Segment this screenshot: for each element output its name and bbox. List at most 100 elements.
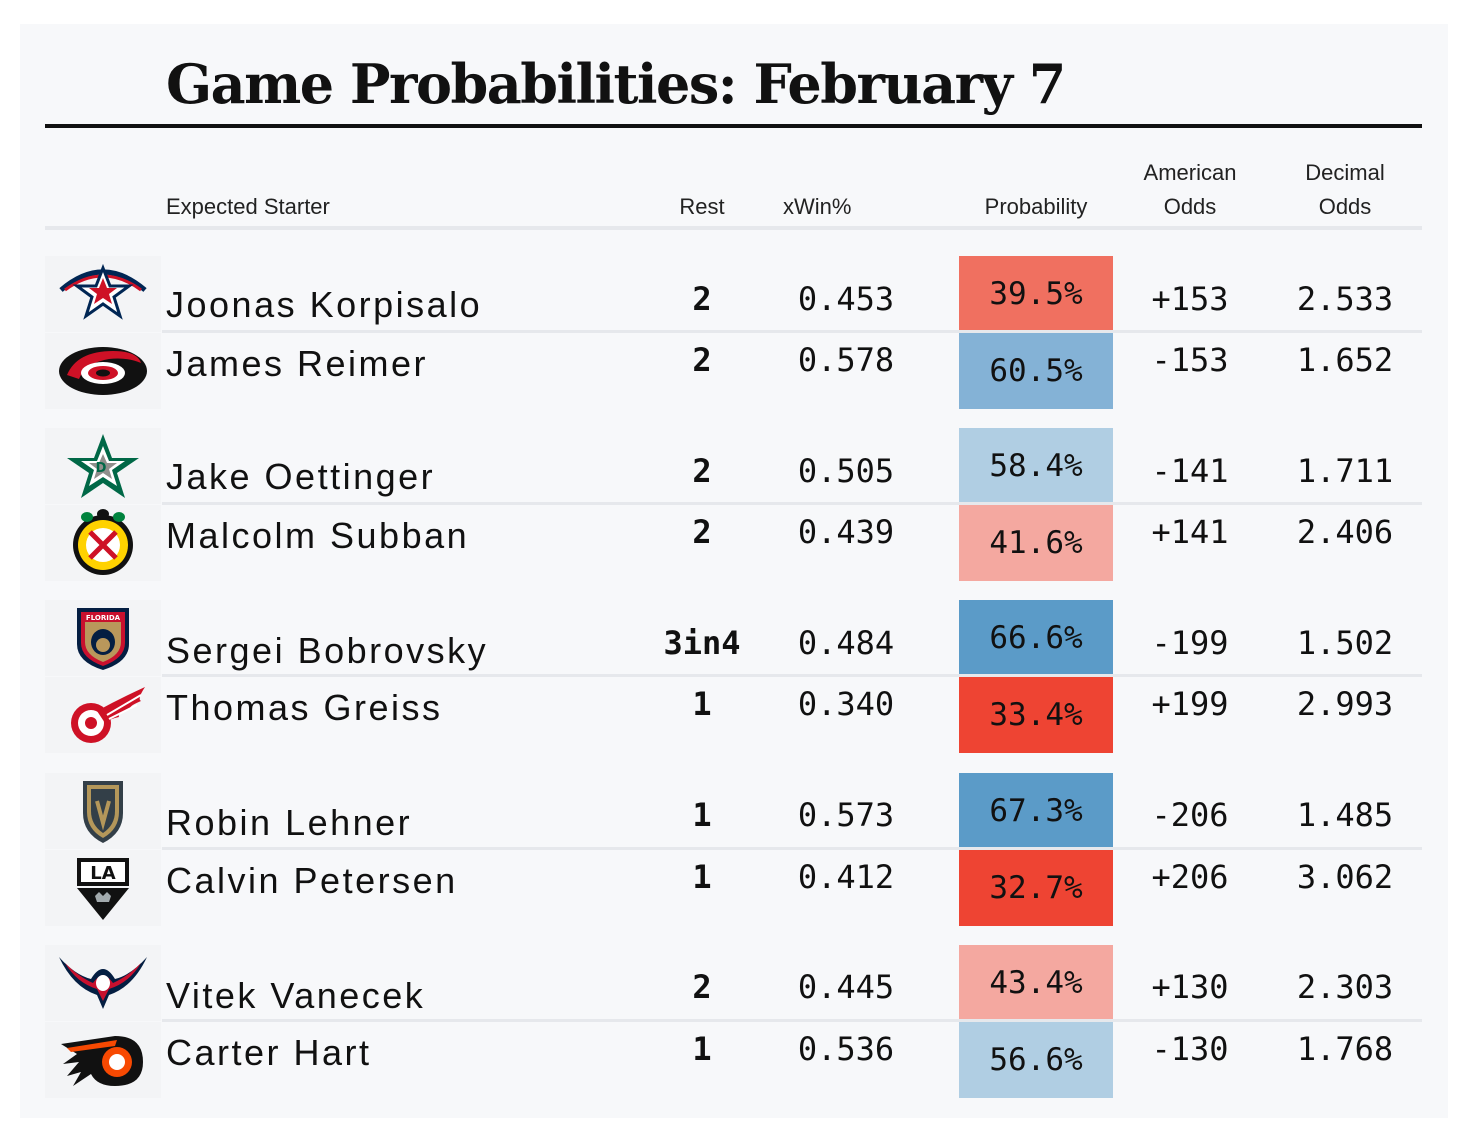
- rest-value: 2: [692, 968, 712, 1006]
- header-expected-starter: Expected Starter: [166, 194, 330, 219]
- starter-name: Calvin Petersen: [166, 860, 458, 901]
- team-logo-cell: [45, 773, 161, 849]
- probability-value: 33.4%: [989, 697, 1083, 733]
- flyers-logo-icon: [61, 1036, 143, 1086]
- american-odds-value: -199: [1151, 624, 1229, 662]
- decimal-odds-value: 3.062: [1296, 858, 1394, 896]
- starter-name: James Reimer: [166, 343, 429, 384]
- probability-cell: 56.6%: [959, 1022, 1113, 1098]
- team-logo-cell: FLORIDA: [45, 600, 161, 676]
- decimal-odds-value: 1.768: [1296, 1030, 1394, 1068]
- probability-cell: 33.4%: [959, 677, 1113, 753]
- table-card: [20, 24, 1448, 1118]
- probability-cell: 43.4%: [959, 945, 1113, 1021]
- starter-name: Carter Hart: [166, 1032, 372, 1073]
- row-divider: [162, 847, 1422, 850]
- capitals-logo-icon: [59, 957, 147, 1009]
- stars-logo-icon: D: [67, 434, 139, 498]
- probability-value: 39.5%: [989, 276, 1083, 312]
- american-odds-value: -153: [1151, 341, 1229, 379]
- probability-value: 56.6%: [989, 1042, 1083, 1078]
- xwin-value: 0.505: [797, 452, 895, 490]
- probability-cell: 60.5%: [959, 333, 1113, 409]
- american-odds-value: -141: [1151, 452, 1229, 490]
- xwin-value: 0.536: [797, 1030, 895, 1068]
- probability-value: 58.4%: [989, 448, 1083, 484]
- rest-value: 2: [692, 341, 712, 379]
- decimal-odds-value: 2.406: [1296, 513, 1394, 551]
- blackhawks-logo-icon: [73, 509, 133, 575]
- team-logo-cell: LA: [45, 850, 161, 926]
- header-xwin: xWin%: [783, 194, 852, 219]
- page-title: Game Probabilities: February 7: [166, 52, 1066, 116]
- xwin-value: 0.484: [797, 624, 895, 662]
- panthers-logo-icon: FLORIDA: [77, 608, 129, 670]
- xwin-value: 0.412: [797, 858, 895, 896]
- decimal-odds-value: 2.303: [1296, 968, 1394, 1006]
- team-logo-cell: D: [45, 428, 161, 504]
- title-divider: [45, 124, 1422, 128]
- header-american-odds-line1: American: [1143, 160, 1237, 185]
- american-odds-value: +199: [1151, 685, 1229, 723]
- probability-value: 43.4%: [989, 965, 1083, 1001]
- row-divider: [162, 330, 1422, 333]
- probability-value: 67.3%: [989, 793, 1083, 829]
- rest-value: 3in4: [663, 624, 741, 662]
- xwin-value: 0.453: [797, 280, 895, 318]
- rest-value: 2: [692, 280, 712, 318]
- rest-value: 1: [692, 685, 712, 723]
- row-divider: [162, 674, 1422, 677]
- probability-value: 60.5%: [989, 353, 1083, 389]
- header-american-odds-line2: Odds: [1163, 194, 1217, 219]
- rest-value: 1: [692, 1030, 712, 1068]
- american-odds-value: +130: [1151, 968, 1229, 1006]
- team-logo-cell: [45, 677, 161, 753]
- decimal-odds-value: 1.485: [1296, 796, 1394, 834]
- hurricanes-logo-icon: [59, 347, 147, 395]
- header-divider: [45, 226, 1422, 230]
- american-odds-value: -206: [1151, 796, 1229, 834]
- xwin-value: 0.578: [797, 341, 895, 379]
- starter-name: Vitek Vanecek: [166, 975, 426, 1016]
- kings-logo-icon: LA: [77, 858, 129, 920]
- rest-value: 1: [692, 858, 712, 896]
- svg-text:D: D: [96, 461, 107, 476]
- panthers-logo-text: FLORIDA: [86, 614, 121, 622]
- row-divider: [162, 502, 1422, 505]
- blue-jackets-logo-icon: [59, 263, 147, 320]
- probability-value: 32.7%: [989, 870, 1083, 906]
- decimal-odds-value: 2.993: [1296, 685, 1394, 723]
- red-wings-logo-icon: [71, 687, 145, 743]
- decimal-odds-value: 1.502: [1296, 624, 1394, 662]
- probability-cell: 66.6%: [959, 600, 1113, 676]
- starter-name: Jake Oettinger: [166, 456, 436, 497]
- team-logo-cell: [45, 1022, 161, 1098]
- header-decimal-odds-line1: Decimal: [1305, 160, 1385, 185]
- header-decimal-odds-line2: Odds: [1318, 194, 1372, 219]
- probability-cell: 39.5%: [959, 256, 1113, 332]
- starter-name: Sergei Bobrovsky: [166, 630, 489, 671]
- decimal-odds-value: 1.652: [1296, 341, 1394, 379]
- american-odds-value: +153: [1151, 280, 1229, 318]
- rest-value: 2: [692, 452, 712, 490]
- header-probability: Probability: [984, 194, 1088, 219]
- decimal-odds-value: 2.533: [1296, 280, 1394, 318]
- probability-value: 66.6%: [989, 620, 1083, 656]
- american-odds-value: +206: [1151, 858, 1229, 896]
- xwin-value: 0.340: [797, 685, 895, 723]
- probability-cell: 41.6%: [959, 505, 1113, 581]
- probability-cell: 58.4%: [959, 428, 1113, 504]
- xwin-value: 0.439: [797, 513, 895, 551]
- starter-name: Malcolm Subban: [166, 515, 470, 556]
- header-rest: Rest: [679, 194, 725, 219]
- rest-value: 1: [692, 796, 712, 834]
- american-odds-value: +141: [1151, 513, 1229, 551]
- xwin-value: 0.573: [797, 796, 895, 834]
- kings-logo-text: LA: [90, 863, 115, 884]
- golden-knights-logo-icon: [83, 781, 123, 843]
- starter-name: Robin Lehner: [166, 802, 413, 843]
- probability-cell: 32.7%: [959, 850, 1113, 926]
- probability-value: 41.6%: [989, 525, 1083, 561]
- decimal-odds-value: 1.711: [1296, 452, 1394, 490]
- starter-name: Joonas Korpisalo: [166, 284, 483, 325]
